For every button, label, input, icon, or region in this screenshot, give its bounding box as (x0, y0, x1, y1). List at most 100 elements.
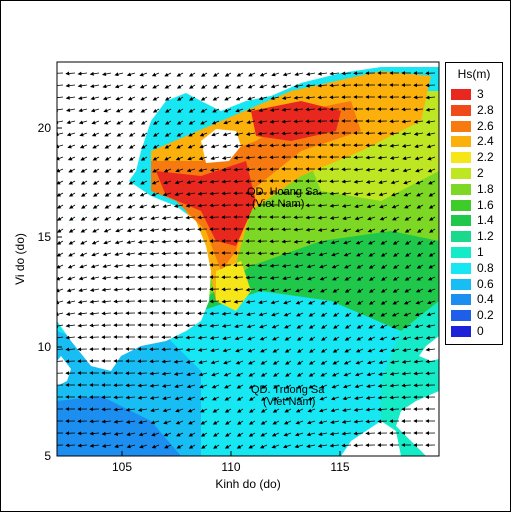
direction-arrow (284, 336, 292, 341)
direction-arrow (66, 108, 76, 113)
direction-arrow (307, 276, 316, 281)
legend-swatch (451, 104, 471, 116)
direction-arrow (128, 120, 136, 125)
direction-arrow (237, 420, 244, 425)
direction-arrow (67, 276, 76, 281)
direction-arrow (152, 156, 160, 161)
direction-arrow (114, 252, 124, 257)
direction-arrow (414, 336, 424, 341)
direction-arrow (269, 119, 280, 124)
direction-arrow (149, 251, 160, 256)
direction-arrow (149, 228, 160, 232)
direction-arrow (269, 143, 280, 148)
direction-arrow (295, 300, 304, 305)
direction-arrow (224, 408, 232, 413)
direction-arrow (354, 396, 364, 401)
direction-arrow (113, 275, 124, 280)
direction-arrow (164, 72, 172, 77)
direction-arrow (210, 144, 220, 149)
direction-arrow (331, 372, 340, 377)
direction-arrow (354, 204, 364, 209)
direction-arrow (139, 444, 148, 449)
direction-arrow (368, 264, 376, 269)
direction-arrow (261, 384, 268, 389)
direction-arrow (173, 359, 184, 364)
direction-arrow (140, 120, 148, 125)
direction-arrow (259, 324, 268, 329)
direction-arrow (426, 132, 436, 137)
direction-arrow (366, 192, 376, 197)
direction-arrow (173, 239, 184, 244)
legend-swatch (451, 136, 471, 148)
direction-arrow (366, 360, 376, 365)
direction-arrow (248, 72, 256, 77)
direction-arrow (221, 167, 232, 172)
direction-arrow (257, 131, 268, 136)
direction-arrow (284, 408, 292, 413)
direction-arrow (137, 407, 148, 412)
direction-arrow (402, 348, 412, 353)
direction-arrow (161, 239, 172, 244)
direction-arrow (177, 96, 184, 101)
direction-arrow (140, 168, 148, 173)
direction-arrow (164, 84, 172, 89)
direction-arrow (137, 240, 148, 244)
direction-arrow (309, 348, 316, 353)
direction-arrow (140, 108, 148, 113)
direction-arrow (245, 263, 256, 268)
direction-arrow (389, 383, 400, 388)
direction-arrow (305, 72, 316, 76)
direction-arrow (282, 276, 292, 281)
direction-arrow (344, 264, 352, 269)
direction-arrow (344, 336, 352, 341)
direction-arrow (164, 444, 172, 449)
direction-arrow (425, 95, 436, 100)
direction-arrow (188, 120, 196, 125)
direction-arrow (306, 420, 316, 425)
direction-arrow (333, 324, 340, 329)
direction-arrow (139, 192, 148, 197)
direction-arrow (429, 228, 436, 233)
direction-arrow (295, 420, 304, 425)
direction-arrow (79, 132, 88, 137)
direction-arrow (296, 336, 304, 341)
direction-arrow (211, 132, 220, 137)
direction-arrow (414, 324, 424, 329)
direction-arrow (330, 240, 340, 245)
direction-arrow (175, 408, 184, 413)
direction-arrow (331, 384, 340, 389)
direction-arrow (329, 179, 340, 184)
direction-arrow (356, 276, 364, 281)
direction-arrow (318, 420, 328, 425)
direction-arrow (257, 143, 268, 148)
direction-arrow (284, 384, 292, 389)
direction-arrow (212, 396, 220, 401)
direction-arrow (186, 168, 196, 173)
direction-arrow (221, 299, 232, 304)
direction-arrow (258, 96, 268, 101)
direction-arrow (77, 443, 88, 448)
direction-arrow (271, 444, 280, 449)
direction-arrow (320, 288, 328, 293)
direction-arrow (245, 132, 256, 136)
direction-arrow (173, 335, 184, 340)
direction-arrow (101, 287, 112, 292)
direction-arrow (235, 96, 244, 101)
direction-arrow (321, 324, 328, 329)
direction-arrow (78, 288, 88, 293)
direction-arrow (91, 252, 100, 257)
direction-arrow (389, 155, 400, 160)
direction-arrow (67, 156, 76, 161)
direction-arrow (57, 204, 64, 209)
direction-arrow (92, 156, 100, 161)
direction-arrow (413, 359, 424, 364)
direction-arrow (104, 216, 112, 221)
direction-arrow (317, 191, 328, 196)
direction-arrow (281, 96, 292, 100)
direction-arrow (174, 384, 184, 389)
direction-arrow (163, 168, 172, 173)
direction-arrow (331, 252, 340, 257)
direction-arrow (319, 264, 328, 269)
direction-arrow (261, 396, 268, 401)
